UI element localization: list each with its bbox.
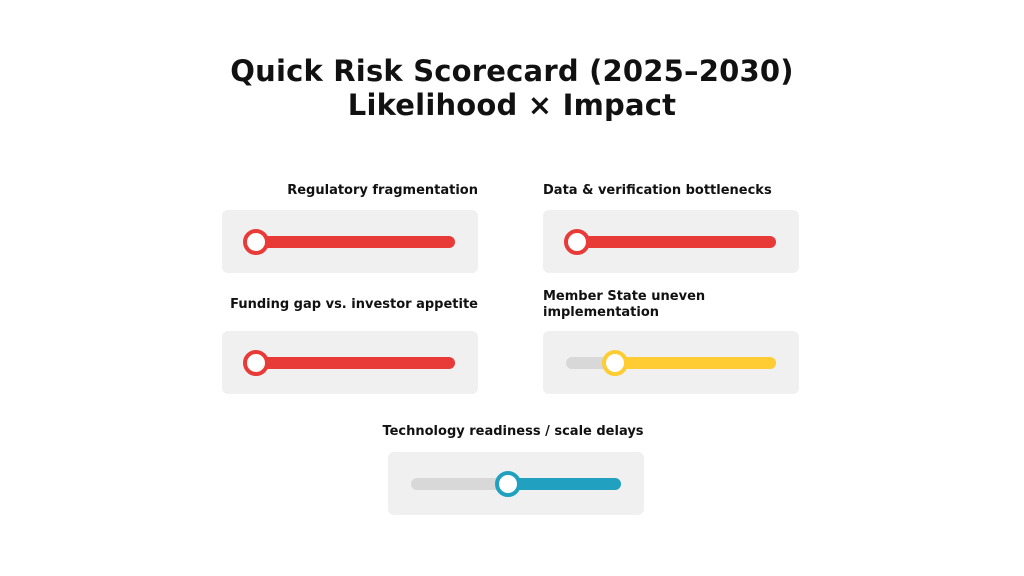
slider-track[interactable]: [243, 350, 455, 376]
slider-knob[interactable]: [243, 229, 269, 255]
risk-slider-panel: [388, 452, 644, 515]
page-title: Quick Risk Scorecard (2025–2030) Likelih…: [0, 54, 1024, 122]
slider-knob[interactable]: [243, 350, 269, 376]
risk-slider-panel: [543, 210, 799, 273]
slider-knob[interactable]: [564, 229, 590, 255]
slider-track[interactable]: [243, 229, 455, 255]
slider-fill: [508, 478, 621, 490]
slider-fill: [256, 236, 455, 248]
risk-slider-panel: [222, 210, 478, 273]
risk-slider-panel: [543, 331, 799, 394]
slider-track[interactable]: [566, 350, 776, 376]
risk-label: Technology readiness / scale delays: [382, 424, 644, 439]
risk-label: Regulatory fragmentation: [287, 183, 478, 198]
slider-knob[interactable]: [601, 350, 628, 376]
title-line-2: Likelihood × Impact: [347, 88, 677, 122]
title-line-1: Quick Risk Scorecard (2025–2030): [230, 54, 794, 88]
risk-label: Funding gap vs. investor appetite: [230, 297, 478, 312]
slider-fill: [614, 357, 776, 369]
slider-fill: [256, 357, 455, 369]
risk-label: Data & verification bottlenecks: [543, 183, 772, 198]
slider-fill: [577, 236, 776, 248]
risk-label: Member State uneven implementation: [543, 289, 706, 320]
risk-slider-panel: [222, 331, 478, 394]
slider-knob[interactable]: [495, 471, 522, 497]
slider-track[interactable]: [564, 229, 776, 255]
slider-track[interactable]: [411, 471, 621, 497]
